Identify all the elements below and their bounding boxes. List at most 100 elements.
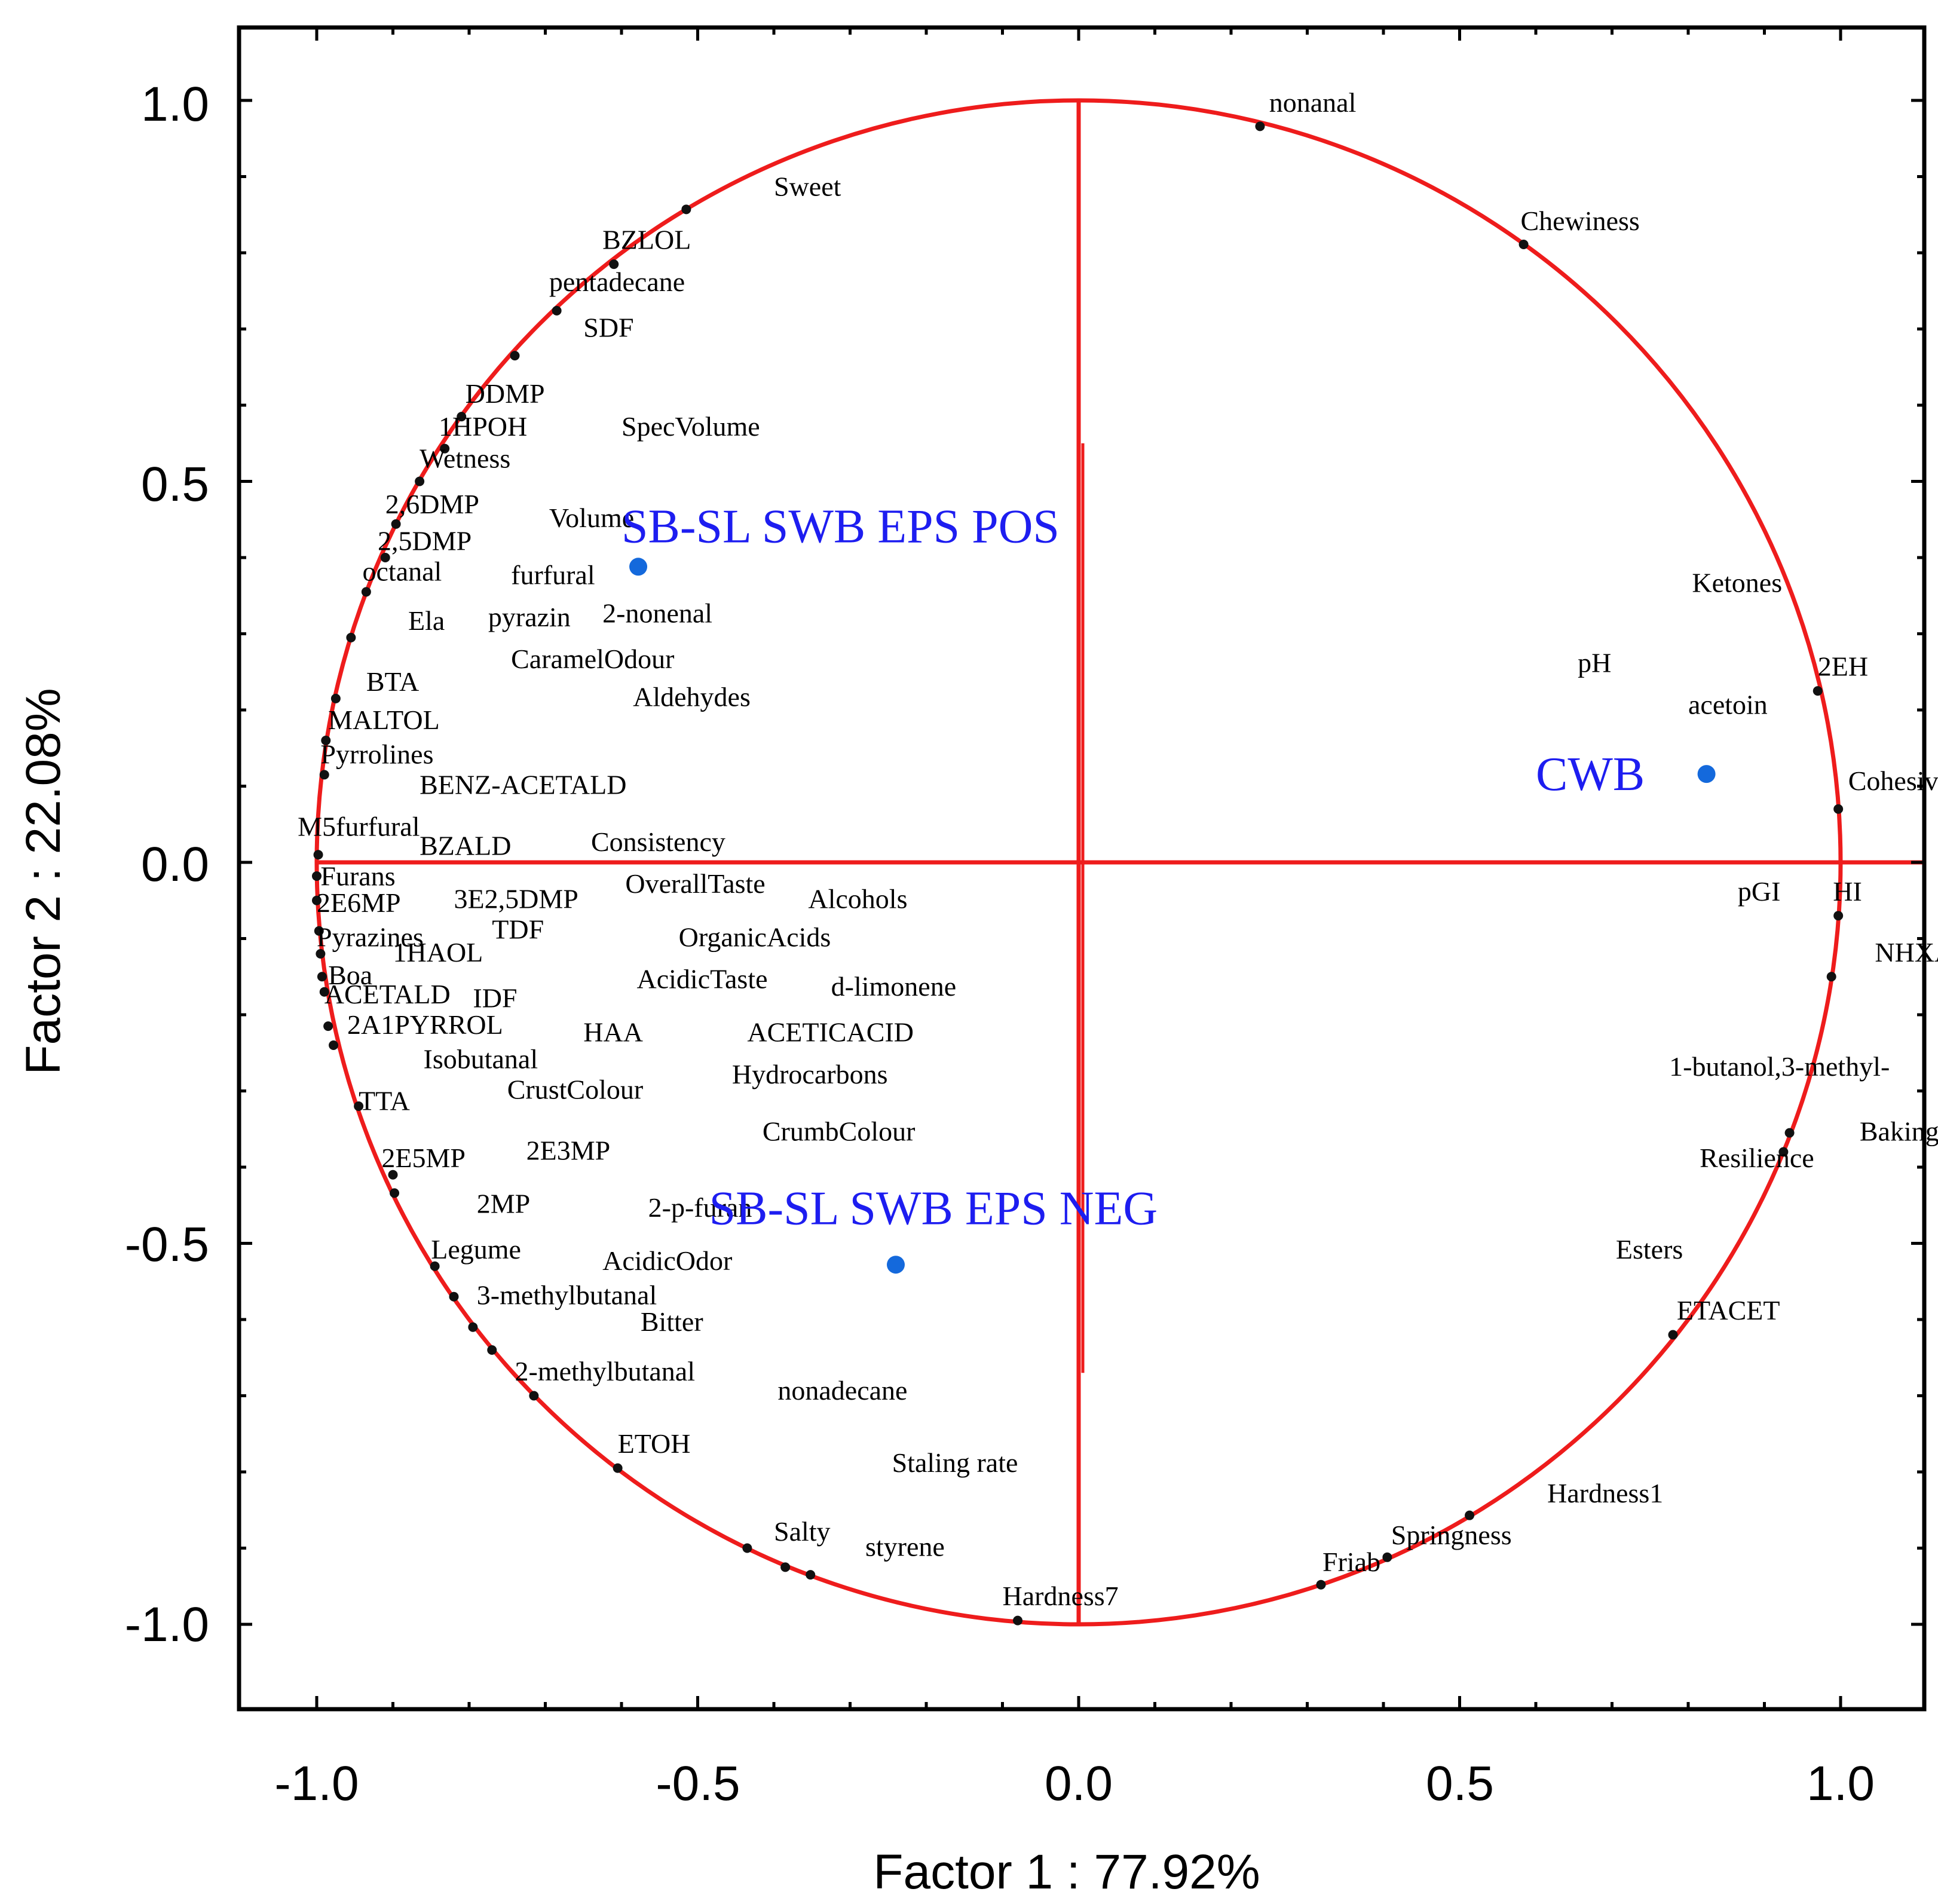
variable-point-hi [1833,911,1844,921]
variable-label-chewiness: Chewiness [1521,206,1640,236]
variable-point-3-methylbutanal [449,1291,459,1302]
variable-label-ph: pH [1578,647,1611,678]
variable-label-acidictaste: AcidicTaste [637,963,768,994]
variable-label-hardness7: Hardness7 [1003,1581,1119,1611]
variable-point-pyrazines [314,926,324,936]
variable-point-etoh [613,1463,623,1473]
variable-label-2e3mp: 2E3MP [526,1135,611,1165]
variable-label-idf: IDF [473,982,517,1013]
variable-label-furfural: furfural [511,560,595,590]
variable-point-1hpoh [440,443,450,454]
variable-label-bzlol: BZLOL [602,225,691,255]
variable-label-pyrazin: pyrazin [488,602,571,632]
variable-label-esters: Esters [1616,1234,1683,1265]
group-point-sb-sl-swb-eps-neg [887,1256,905,1274]
variable-point-2eh [1813,686,1823,696]
variable-point-ela [346,632,356,642]
variable-point-nhxald [1826,972,1836,982]
variable-point-maltol [321,736,331,745]
variable-label-hi: HI [1833,876,1862,907]
y-tick-label-neg-1.0: -1.0 [125,1597,209,1652]
variable-label-bta: BTA [366,666,419,697]
variable-label-sdf: SDF [583,312,633,342]
variable-label-springness: Springness [1391,1520,1512,1550]
group-label-sb-sl-swb-eps-neg: SB-SL SWB EPS NEG [709,1183,1158,1235]
variable-label-1haol: 1HAOL [393,937,483,968]
variable-point-pyrrolines [319,770,329,780]
variable-label-staling-rate: Staling rate [892,1447,1018,1478]
variable-label-acetoin: acetoin [1688,689,1768,720]
axis-x-ticks-layer: -1.0 -0.5 0.0 0.5 1.0 [274,1756,1875,1811]
variable-label-2e5mp: 2E5MP [381,1143,466,1173]
variable-label-2a1pyrrol: 2A1PYRROL [347,1009,503,1040]
variable-point-etacet [1668,1330,1678,1340]
variable-label-pgi: pGI [1738,876,1781,907]
variable-point-styrene [780,1562,791,1572]
variable-label-2eh: 2EH [1818,651,1868,682]
variable-label-haa: HAA [583,1017,643,1048]
variable-point-sweet [681,204,691,215]
variable-point-ddmp [457,412,467,422]
variable-point-2mp [390,1188,400,1198]
variable-label-friab: Friab [1322,1547,1380,1577]
variable-point-2-methylbutanal [487,1345,497,1355]
variable-label-2-6dmp: 2,6DMP [385,489,479,519]
variable-label-alcohols: Alcohols [808,884,907,914]
variable-point-boa [317,972,327,982]
variable-label-cohesivness: Cohesivness [1848,766,1938,796]
y-tick-label-1.0: 1.0 [141,77,209,131]
group-point-cwb [1697,765,1716,783]
variable-label-consistency: Consistency [591,827,725,857]
variable-label-ketones: Ketones [1692,567,1782,598]
plot-frame [237,25,1927,1712]
variable-label-hydrocarbons: Hydrocarbons [732,1059,888,1089]
variable-label-ela: Ela [408,605,445,636]
variable-point-2e6mp [312,895,322,905]
variable-label-aceticacid: ACETICACID [747,1017,914,1048]
variable-point-point-63 [806,1570,816,1580]
variable-label-hardness1: Hardness1 [1547,1478,1663,1508]
variable-label-aldehydes: Aldehydes [633,682,751,712]
variable-label-2-methylbutanal: 2-methylbutanal [515,1356,695,1386]
variable-label-crustcolour: CrustColour [507,1074,643,1104]
variable-point-bta [330,693,341,703]
variable-label-specvolume: SpecVolume [621,411,760,442]
variable-label-pentadecane: pentadecane [549,267,685,297]
variable-label-2-p-furan: 2-p-furan [648,1192,752,1223]
variable-label-bitter: Bitter [641,1306,703,1337]
variable-point-chewiness [1518,239,1529,249]
variable-point-friab [1316,1579,1326,1590]
variable-point-tta [354,1101,364,1111]
variable-point-salty [742,1543,752,1553]
variable-label-tta: TTA [359,1085,410,1116]
group-label-sb-sl-swb-eps-pos: SB-SL SWB EPS POS [621,501,1060,553]
variable-point-2-5dmp [380,553,390,562]
variable-point-2a1pyrrol [323,1021,333,1031]
y-tick-label-0.0: 0.0 [141,837,209,892]
y-tick-label-0.5: 0.5 [141,457,209,512]
variable-label-caramelodour: CaramelOdour [511,644,674,674]
variable-point-springness [1382,1552,1392,1562]
variable-label-pyrazines: Pyrazines [317,922,424,952]
variable-label-2-nonenal: 2-nonenal [602,598,712,628]
x-tick-label-neg-0.5: -0.5 [656,1756,740,1811]
variable-label-nhxald: NHXALD [1875,937,1938,968]
variable-point-isobutanal [329,1040,339,1050]
variable-label-1-butanol-3-methyl: 1-butanol,3-methyl- [1669,1051,1890,1082]
variable-point-hardness7 [1013,1615,1022,1626]
variable-point-acetald [319,987,329,997]
x-tick-label-0.0: 0.0 [1045,1756,1113,1811]
variable-label-baking-loss: Baking loss [1860,1116,1938,1146]
variable-point-m5furfural [313,850,323,860]
variable-label-crumbcolour: CrumbColour [763,1116,916,1146]
variable-label-organicacids: OrganicAcids [679,922,831,952]
variable-point-2e5mp [388,1170,398,1180]
variable-label-nonanal: nonanal [1269,87,1357,118]
variable-point-legume [430,1261,440,1271]
variable-point-furans [312,871,322,881]
x-axis-title: Factor 1 : 77.92% [873,1845,1260,1899]
variable-label-m5furfural: M5furfural [298,811,420,841]
y-tick-label-neg-0.5: -0.5 [125,1217,209,1272]
variable-label-d-limonene: d-limonene [831,971,957,1002]
variable-point-2-6dmp [391,519,401,529]
